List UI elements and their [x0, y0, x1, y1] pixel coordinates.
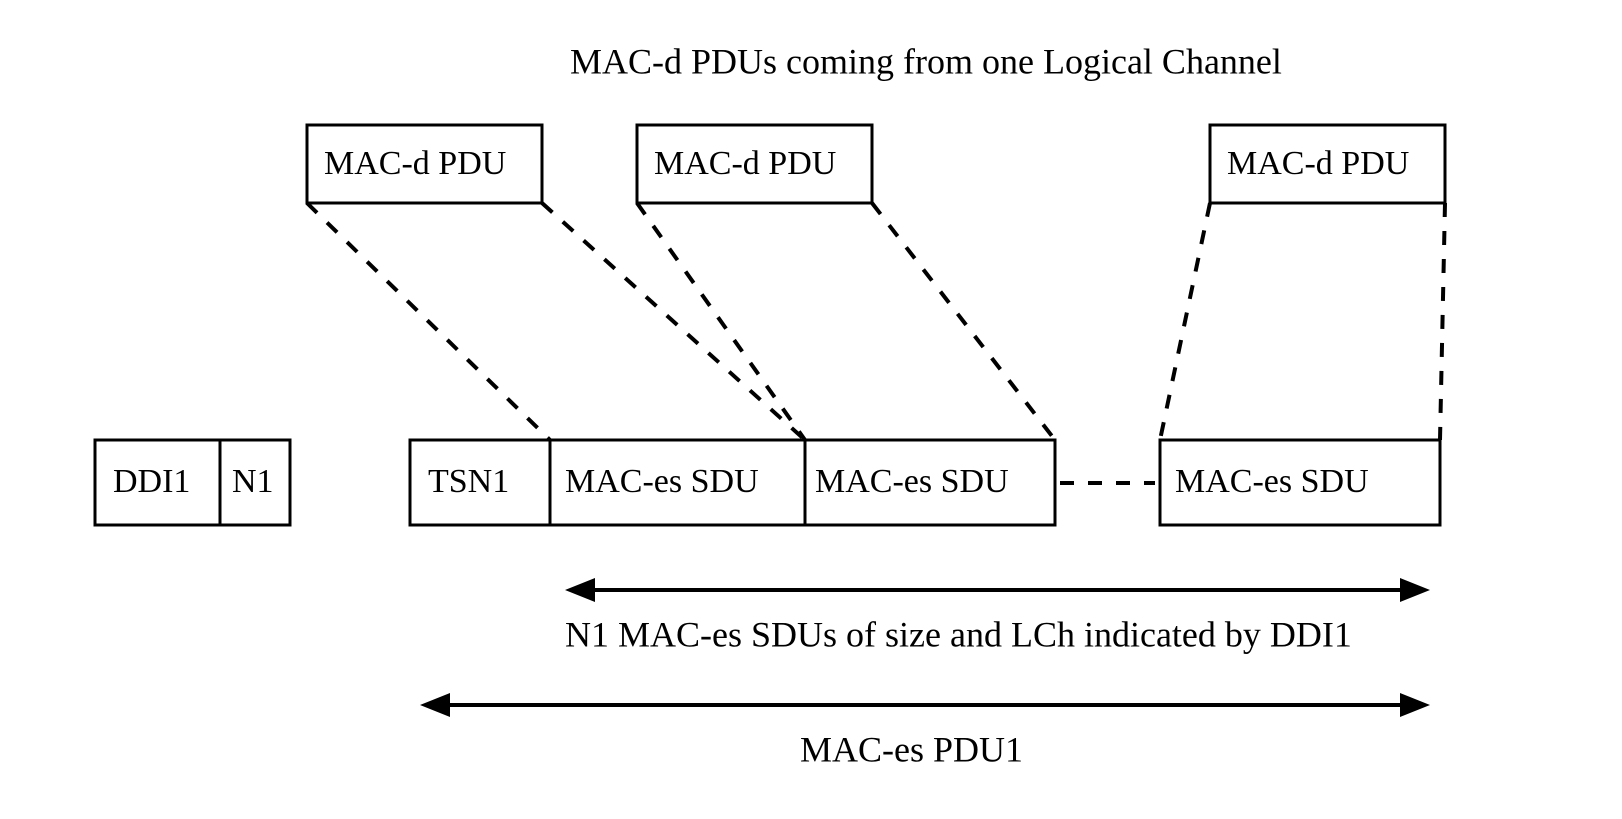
pdu-range-label: MAC-es PDU1 [800, 729, 1023, 769]
pdu-range-arrow [420, 693, 1430, 717]
top-pdu-box-2: MAC-d PDU [637, 125, 872, 203]
n-box: N1 [220, 440, 290, 525]
sdu-box-3: MAC-es SDU [1160, 440, 1440, 525]
ddi-label: DDI1 [113, 463, 190, 500]
top-pdu-box-1: MAC-d PDU [307, 125, 542, 203]
mac-es-pdu-diagram: MAC-d PDUs coming from one Logical Chann… [0, 0, 1622, 819]
sdu-label-3: MAC-es SDU [1175, 463, 1369, 500]
sdu-range-arrow [565, 578, 1430, 602]
sdu-label-1: MAC-es SDU [565, 463, 759, 500]
title-text: MAC-d PDUs coming from one Logical Chann… [570, 41, 1282, 81]
sdu-label-2: MAC-es SDU [815, 463, 1009, 500]
sdu-range-label: N1 MAC-es SDUs of size and LCh indicated… [565, 614, 1352, 654]
top-pdu-box-3: MAC-d PDU [1210, 125, 1445, 203]
map-line-1-right [542, 203, 805, 440]
tsn-box: TSN1 [410, 440, 550, 525]
map-line-2-right [872, 203, 1055, 440]
top-pdu-label-3: MAC-d PDU [1227, 145, 1409, 182]
tsn-label: TSN1 [428, 463, 509, 500]
sdu-box-1: MAC-es SDU [550, 440, 805, 525]
n-label: N1 [232, 463, 274, 500]
top-pdu-label-2: MAC-d PDU [654, 145, 836, 182]
map-line-3-left [1160, 203, 1210, 440]
map-line-2-left [637, 203, 805, 440]
map-line-1-left [307, 203, 550, 440]
top-pdu-label-1: MAC-d PDU [324, 145, 506, 182]
map-line-3-right [1440, 203, 1445, 440]
ddi-box: DDI1 [95, 440, 220, 525]
sdu-box-2: MAC-es SDU [805, 440, 1055, 525]
